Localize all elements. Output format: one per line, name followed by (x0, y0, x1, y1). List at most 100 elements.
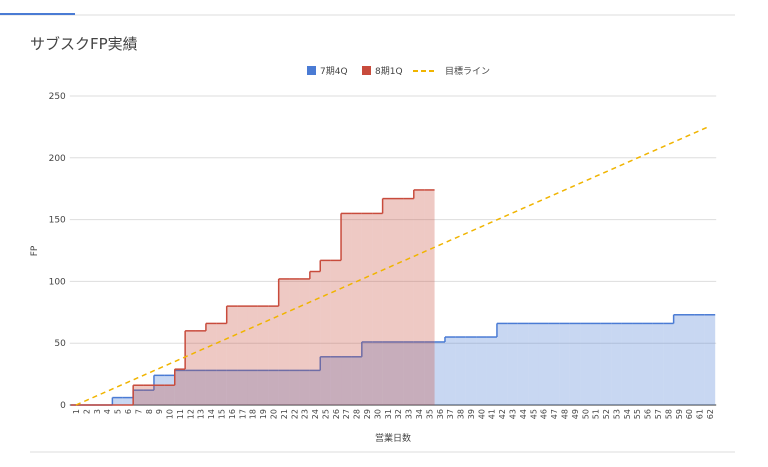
y-axis-label: FP (30, 245, 40, 256)
legend-label: 7期4Q (320, 66, 348, 77)
area-step (226, 370, 238, 405)
area-step (434, 341, 445, 405)
chart-title: サブスクFP実績 (30, 35, 138, 53)
area-step (174, 370, 186, 405)
area-step (351, 213, 362, 405)
x-tick-label: 18 (249, 409, 258, 419)
x-tick-label: 28 (353, 409, 362, 419)
area-step (424, 341, 435, 405)
x-tick-label: 30 (373, 409, 382, 419)
area-step (580, 323, 591, 405)
x-tick-label: 39 (467, 409, 476, 419)
legend-swatch (362, 66, 371, 75)
area-step (600, 323, 612, 405)
x-tick-label: 17 (238, 409, 247, 419)
area-step (330, 260, 342, 405)
x-tick-label: 31 (384, 409, 393, 419)
area-step (673, 314, 685, 405)
area-step (226, 306, 238, 405)
x-tick-label: 10 (166, 409, 175, 419)
x-tick-label: 52 (602, 409, 611, 419)
area-step (247, 306, 258, 405)
area-step (548, 323, 560, 405)
area-step (185, 330, 196, 405)
target-line (75, 125, 711, 406)
area-step (278, 370, 290, 405)
x-tick-label: 9 (155, 409, 164, 414)
area-step (403, 341, 414, 405)
x-tick-label: 34 (415, 409, 424, 419)
area-step (330, 356, 342, 405)
x-tick-label: 41 (488, 409, 497, 419)
area-step (590, 323, 601, 405)
x-tick-label: 44 (519, 409, 528, 419)
x-tick-label: 35 (425, 409, 434, 419)
x-tick-label: 43 (509, 409, 518, 419)
x-tick-label: 19 (259, 409, 268, 419)
area-step (195, 330, 206, 405)
area-step (164, 375, 175, 405)
area-step (174, 369, 186, 405)
area-step (403, 198, 414, 405)
area-step (413, 189, 425, 405)
x-tick-label: 24 (311, 409, 320, 419)
area-step (122, 397, 134, 405)
area-step (299, 278, 310, 405)
area-step (278, 278, 290, 405)
x-tick-label: 61 (696, 409, 705, 419)
area-step (444, 337, 456, 405)
x-tick-label: 5 (114, 409, 123, 414)
area-step (455, 337, 466, 405)
area-step (351, 356, 362, 405)
area-step (133, 385, 144, 405)
area-step (382, 341, 393, 405)
y-tick-label: 50 (54, 339, 66, 349)
area-step (247, 370, 258, 405)
legend-swatch (307, 66, 316, 75)
area-step (496, 323, 508, 405)
x-tick-label: 56 (644, 409, 653, 419)
x-tick-label: 55 (633, 409, 642, 419)
area-step (320, 260, 331, 405)
area-step (372, 213, 383, 405)
x-tick-label: 50 (581, 409, 590, 419)
area-step (528, 323, 539, 405)
x-tick-label: 40 (477, 409, 486, 419)
area-step (112, 397, 123, 405)
area-step (621, 323, 633, 405)
area-step (476, 337, 487, 405)
x-tick-label: 42 (498, 409, 507, 419)
x-axis-label: 営業日数 (375, 432, 411, 444)
area-step (361, 213, 373, 405)
x-tick-label: 6 (124, 409, 133, 414)
area-step (153, 375, 165, 405)
area-step (341, 213, 352, 405)
area-step (507, 323, 518, 405)
x-tick-label: 38 (457, 409, 466, 419)
area-step (361, 341, 373, 405)
area-step (309, 370, 321, 405)
area-step (185, 370, 196, 405)
area-step (704, 314, 716, 405)
area-step (424, 189, 435, 405)
x-tick-label: 1 (72, 409, 81, 414)
x-tick-label: 8 (145, 409, 154, 414)
area-step (289, 370, 300, 405)
x-tick-label: 51 (592, 409, 601, 419)
x-tick-label: 49 (571, 409, 580, 419)
x-tick-label: 53 (612, 409, 621, 419)
x-tick-label: 7 (134, 409, 143, 414)
area-step (205, 323, 217, 405)
y-tick-label: 0 (60, 401, 66, 411)
x-tick-label: 60 (685, 409, 694, 419)
x-tick-label: 37 (446, 409, 455, 419)
area-step (268, 370, 279, 405)
area-step (393, 341, 404, 405)
x-tick-label: 15 (218, 409, 227, 419)
x-tick-label: 21 (280, 409, 289, 419)
area-step (257, 306, 269, 405)
area-step (216, 370, 227, 405)
area-step (320, 356, 331, 405)
x-tick-label: 48 (560, 409, 569, 419)
